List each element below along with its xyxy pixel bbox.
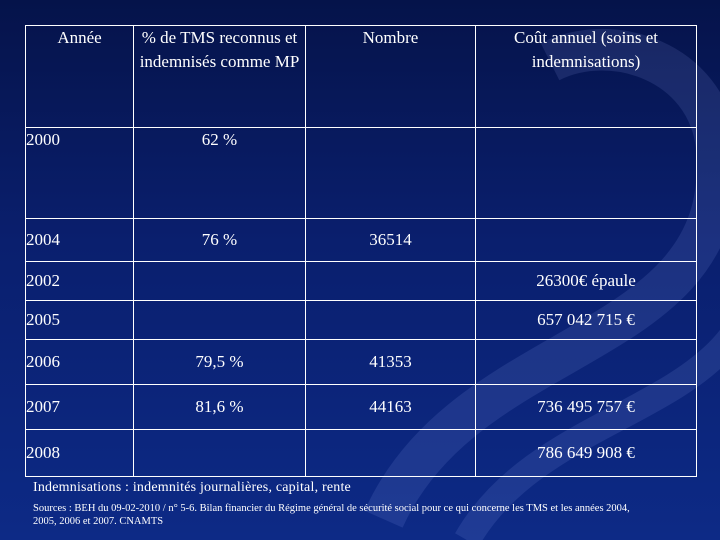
table-row: 2007 81,6 % 44163 736 495 757 € [25, 383, 697, 430]
cell-count [305, 428, 476, 478]
cell-count [305, 260, 476, 301]
header-annee: Année [25, 25, 134, 128]
cell-year: 2007 [25, 383, 134, 430]
cell-percent: 62 % [133, 126, 306, 219]
table-row: 2006 79,5 % 41353 [25, 338, 697, 385]
cell-percent: 76 % [133, 217, 306, 262]
cell-percent: 81,6 % [133, 383, 306, 430]
cell-percent [133, 428, 306, 478]
header-cout-annuel: Coût annuel (soins et indemnisations) [475, 25, 697, 128]
cell-percent: 79,5 % [133, 338, 306, 385]
footnote-indemnisations: Indemnisations : indemnités journalières… [33, 480, 351, 495]
cell-count: 41353 [305, 338, 476, 385]
cell-cost: 657 042 715 € [475, 299, 697, 340]
cell-year: 2006 [25, 338, 134, 385]
cell-cost: 736 495 757 € [475, 383, 697, 430]
footnote-sources: Sources : BEH du 09-02-2010 / n° 5-6. Bi… [33, 503, 630, 527]
cell-year: 2004 [25, 217, 134, 262]
cell-year: 2008 [25, 428, 134, 478]
header-pourcentage-tms: % de TMS reconnus et indemnisés comme MP [133, 25, 306, 128]
cell-count: 44163 [305, 383, 476, 430]
cell-cost: 786 649 908 € [475, 428, 697, 478]
table-row: 2008 786 649 908 € [25, 428, 697, 478]
table-header-row: Année % de TMS reconnus et indemnisés co… [25, 25, 697, 128]
cell-cost: 26300€ épaule [475, 260, 697, 301]
table-row: 2000 62 % [25, 126, 697, 219]
table-row: 2005 657 042 715 € [25, 299, 697, 340]
cell-count: 36514 [305, 217, 476, 262]
table-row: 2004 76 % 36514 [25, 217, 697, 262]
cell-cost [475, 126, 697, 219]
cell-cost [475, 217, 697, 262]
cell-year: 2002 [25, 260, 134, 301]
cell-count [305, 299, 476, 340]
cell-cost [475, 338, 697, 385]
cell-percent [133, 260, 306, 301]
table-row: 2002 26300€ épaule [25, 260, 697, 301]
header-nombre: Nombre [305, 25, 476, 128]
cell-percent [133, 299, 306, 340]
cell-count [305, 126, 476, 219]
cell-year: 2000 [25, 126, 134, 219]
tms-table: Année % de TMS reconnus et indemnisés co… [25, 25, 697, 478]
cell-year: 2005 [25, 299, 134, 340]
